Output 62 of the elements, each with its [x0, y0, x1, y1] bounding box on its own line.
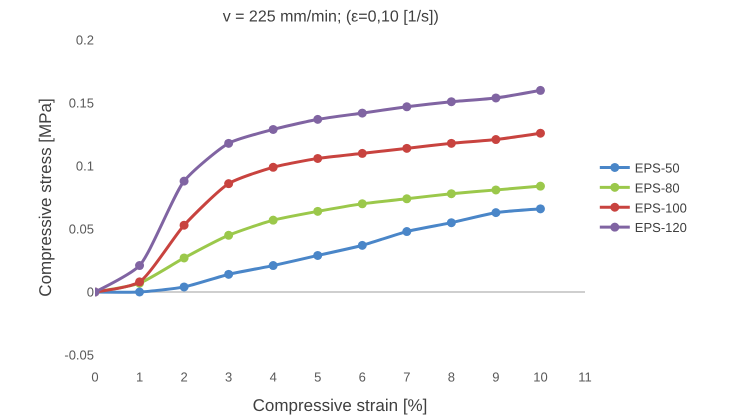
point	[135, 288, 144, 296]
point	[268, 124, 278, 134]
point	[446, 138, 456, 148]
point	[313, 154, 322, 163]
y-tick-label: 0.2	[76, 32, 94, 48]
x-tick-label: 2	[180, 370, 188, 385]
x-tick-label: 9	[492, 370, 500, 385]
y-tick-label: 0	[86, 284, 94, 300]
point	[491, 185, 500, 194]
point	[358, 199, 367, 208]
point	[446, 218, 456, 228]
x-tick-label: 7	[403, 370, 410, 385]
legend-label: EPS-80	[634, 180, 680, 196]
point	[224, 230, 234, 240]
chart-title: v = 225 mm/min; (ε=0,10 [1/s])	[222, 8, 439, 26]
point	[268, 261, 278, 270]
y-tick-label: 0.05	[68, 222, 94, 237]
point	[313, 206, 322, 216]
point	[224, 270, 234, 279]
point	[402, 102, 412, 112]
point	[224, 138, 234, 148]
point	[268, 162, 278, 172]
point	[313, 114, 322, 124]
legend-label: EPS-50	[634, 160, 680, 176]
point	[446, 189, 456, 198]
x-axis-title: Compressive strain [%]	[252, 396, 428, 415]
y-tick-label: 0.15	[68, 96, 94, 111]
x-tick-label: 5	[314, 370, 322, 385]
point	[491, 208, 500, 218]
point	[536, 86, 545, 95]
point	[358, 108, 367, 118]
point	[224, 179, 234, 188]
point	[536, 204, 545, 214]
point	[491, 135, 500, 144]
legend-label: EPS-100	[634, 200, 687, 216]
point	[402, 194, 412, 204]
point	[180, 282, 189, 292]
y-axis-title: Compressive stress [MPa]	[36, 98, 55, 297]
point	[402, 144, 412, 153]
point	[180, 220, 189, 230]
point	[135, 261, 144, 270]
x-tick-label: 8	[448, 370, 455, 385]
x-tick-label: 3	[225, 370, 232, 385]
point	[536, 182, 545, 191]
point	[358, 148, 367, 158]
x-tick-label: 4	[270, 370, 277, 385]
point	[446, 97, 456, 106]
legend-label: EPS-120	[634, 220, 687, 236]
x-tick-label: 1	[136, 370, 144, 385]
point	[358, 240, 367, 250]
x-tick-label: 10	[533, 370, 548, 385]
y-tick-label: -0.05	[64, 348, 94, 363]
point	[180, 253, 189, 262]
y-tick-label: 0.1	[76, 158, 94, 174]
x-tick-label: 6	[358, 370, 366, 385]
point	[180, 176, 189, 186]
point	[402, 227, 412, 236]
point	[536, 128, 545, 138]
point	[491, 93, 500, 102]
x-tick-label: 11	[578, 370, 592, 385]
point	[268, 216, 278, 225]
point	[313, 250, 322, 260]
